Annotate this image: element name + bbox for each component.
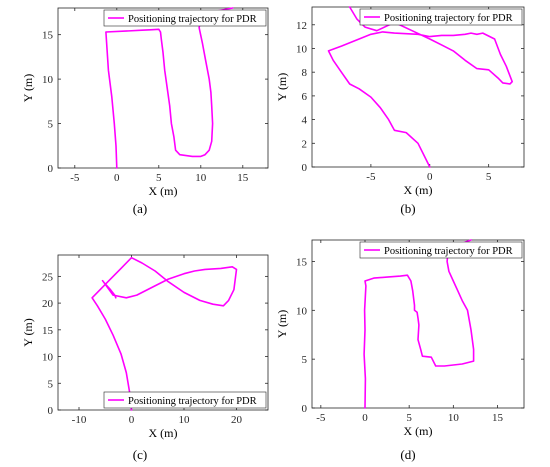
y-tick-label: 0 — [48, 405, 54, 417]
x-tick-label: 10 — [179, 414, 191, 426]
legend-label: Positioning trajectory for PDR — [128, 14, 257, 25]
x-axis-label: X (m) — [404, 183, 433, 197]
y-axis-label: Y (m) — [21, 74, 35, 103]
x-axis-label: X (m) — [149, 426, 178, 440]
legend-box — [359, 8, 523, 26]
x-tick-label: -5 — [70, 172, 80, 184]
legend: Positioning trajectory for PDR — [103, 391, 267, 409]
y-tick-label: 15 — [42, 325, 54, 337]
y-axis-label: Y (m) — [21, 318, 35, 347]
x-tick-label: 15 — [237, 172, 249, 184]
x-tick-label: 0 — [362, 412, 368, 424]
legend-label: Positioning trajectory for PDR — [384, 13, 513, 24]
plot-frame — [311, 239, 525, 409]
legend: Positioning trajectory for PDR — [359, 241, 523, 259]
trajectory-line — [105, 7, 234, 169]
y-tick-label: 0 — [48, 163, 54, 175]
plot-frame — [311, 6, 525, 168]
panel-caption: (b) — [400, 201, 415, 216]
y-tick-label: 5 — [48, 378, 54, 390]
y-tick-label: 5 — [302, 354, 308, 366]
y-axis-label: Y (m) — [275, 73, 289, 102]
y-axis-label: Y (m) — [275, 310, 289, 339]
x-tick-label: 10 — [195, 172, 207, 184]
plot-frame — [57, 254, 269, 411]
plot-frame — [57, 7, 269, 169]
x-tick-label: 5 — [406, 412, 412, 424]
x-tick-label: 5 — [156, 172, 162, 184]
y-tick-label: 0 — [302, 403, 308, 415]
x-axis-label: X (m) — [149, 184, 178, 198]
y-tick-label: 15 — [296, 256, 308, 268]
y-tick-label: 8 — [302, 67, 308, 79]
y-tick-label: 15 — [42, 30, 54, 42]
x-axis-label: X (m) — [404, 424, 433, 438]
y-tick-label: 4 — [302, 115, 308, 127]
legend-box — [103, 9, 267, 27]
trajectory-line — [363, 239, 475, 409]
x-tick-label: 10 — [448, 412, 460, 424]
panel-caption: (d) — [400, 447, 415, 462]
y-tick-label: 10 — [42, 74, 54, 86]
x-tick-label: 5 — [486, 171, 492, 183]
panel-d: -5 0 5 10 15 0 5 10 15 X (m) Y (m) Positioning traj… — [275, 239, 525, 462]
panel-a: -5 0 5 10 15 0 5 10 15 X (m) Y (m) Positioning traj… — [21, 7, 269, 216]
panel-caption: (a) — [133, 201, 147, 216]
x-tick-label: 0 — [114, 172, 120, 184]
legend-label: Positioning trajectory for PDR — [128, 396, 257, 407]
y-tick-label: 2 — [302, 138, 308, 150]
trajectory-line — [327, 6, 514, 168]
legend-box — [103, 391, 267, 409]
y-tick-label: 10 — [296, 305, 308, 317]
x-tick-label: -5 — [366, 171, 376, 183]
panel-caption: (c) — [133, 447, 147, 462]
y-tick-label: 6 — [302, 91, 308, 103]
legend-label: Positioning trajectory for PDR — [384, 246, 513, 257]
legend: Positioning trajectory for PDR — [103, 9, 267, 27]
trajectory-line — [91, 256, 238, 411]
x-tick-label: 0 — [427, 171, 433, 183]
x-tick-label: 0 — [129, 414, 135, 426]
y-tick-label: 5 — [48, 119, 54, 131]
x-tick-label: 20 — [231, 414, 243, 426]
y-tick-label: 12 — [296, 20, 307, 32]
x-tick-label: -10 — [72, 414, 87, 426]
panel-b: -5 0 5 0 2 4 6 8 10 12 X (m) Y (m) Positioning traje… — [275, 6, 525, 216]
legend: Positioning trajectory for PDR — [359, 8, 523, 26]
x-tick-label: 15 — [492, 412, 504, 424]
y-tick-label: 0 — [302, 162, 308, 174]
legend-box — [359, 241, 523, 259]
y-tick-label: 20 — [42, 298, 54, 310]
y-tick-label: 10 — [296, 43, 308, 55]
y-tick-label: 25 — [42, 271, 54, 283]
panel-c: -10 0 10 20 0 5 10 15 20 25 X (m) Y (m) Positioning … — [21, 254, 269, 462]
y-tick-label: 10 — [42, 352, 54, 364]
x-tick-label: -5 — [316, 412, 326, 424]
